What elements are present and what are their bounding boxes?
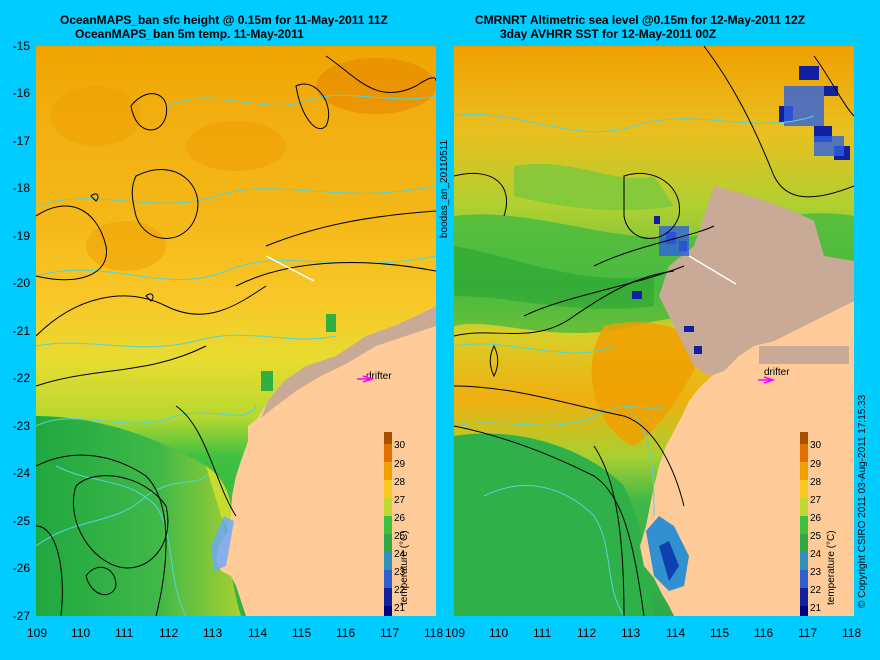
lon-tick-label: 113: [621, 626, 641, 640]
colorbar-label: 23: [394, 567, 406, 578]
run-id-label: boodas_an_20110511: [439, 139, 450, 238]
lon-tick-label: 110: [489, 626, 509, 640]
colorbar: [800, 432, 808, 616]
lon-tick-label: 112: [577, 626, 597, 640]
colorbar-label: 29: [810, 459, 822, 470]
lon-tick-label: 116: [754, 626, 774, 640]
lon-tick-label: 115: [292, 626, 312, 640]
lat-tick-label: -19: [12, 229, 30, 243]
colorbar-label: 22: [810, 585, 822, 596]
lon-tick-label: 113: [203, 626, 223, 640]
lon-tick-label: 111: [533, 626, 552, 640]
left-map-panel[interactable]: drifter: [36, 46, 436, 616]
colorbar-label: 21: [394, 603, 406, 614]
colorbar-title-right: temperature (°C): [826, 530, 837, 605]
height-contours: [36, 55, 436, 616]
lon-tick-label: 118: [424, 626, 444, 640]
cool-water-region: [454, 433, 654, 616]
lon-tick-label: 115: [710, 626, 730, 640]
lat-tick-label: -20: [12, 276, 30, 290]
right-title-line1: CMRNRT Altimetric sea level @0.15m for 1…: [475, 13, 806, 27]
glider-track: [265, 255, 315, 282]
left-title-line1: OceanMAPS_ban sfc height @ 0.15m for 11-…: [60, 13, 388, 27]
lon-tick-label: 117: [380, 626, 400, 640]
colorbar-label: 28: [810, 477, 822, 488]
colorbar-label: 26: [810, 513, 822, 524]
lat-tick-label: -17: [12, 134, 30, 148]
glider-track: [688, 255, 737, 285]
lon-tick-label: 112: [159, 626, 179, 640]
colorbar-label: 26: [394, 513, 406, 524]
lon-tick-label: 111: [115, 626, 134, 640]
lat-tick-label: -21: [12, 324, 30, 338]
drifter-marker: [357, 375, 375, 383]
cool-water-region: [36, 416, 241, 616]
lon-tick-label: 114: [666, 626, 686, 640]
colorbar-label: 27: [394, 495, 406, 506]
colorbar-label: 30: [394, 440, 406, 451]
isotherm-contours: [454, 113, 815, 616]
drifter-label: drifter: [366, 371, 392, 382]
colorbar-label: 25: [394, 531, 406, 542]
colorbar-label: 28: [394, 477, 406, 488]
colorbar-label: 29: [394, 459, 406, 470]
left-title-line2: OceanMAPS_ban 5m temp. 11-May-2011: [75, 27, 304, 41]
right-title-line2: 3day AVHRR SST for 12-May-2011 00Z: [500, 27, 717, 41]
lon-tick-label: 114: [248, 626, 268, 640]
lat-tick-label: -26: [12, 561, 30, 575]
colorbar-label: 24: [810, 549, 822, 560]
lat-tick-label: -27: [12, 609, 30, 623]
cloud-mask: [659, 186, 854, 376]
drifter-label: drifter: [764, 367, 790, 378]
australia-land: [216, 306, 436, 616]
lat-tick-label: -15: [12, 39, 30, 53]
colorbar-label: 21: [810, 603, 822, 614]
colorbar-label: 30: [810, 440, 822, 451]
lon-tick-label: 116: [336, 626, 356, 640]
isotherm-contours: [36, 94, 436, 616]
colorbar-label: 23: [810, 567, 822, 578]
colorbar-label: 24: [394, 549, 406, 560]
colorbar: [384, 432, 392, 616]
height-contours: [454, 46, 854, 616]
colorbar-label: 22: [394, 585, 406, 596]
lat-tick-label: -16: [12, 86, 30, 100]
lon-tick-label: 117: [798, 626, 818, 640]
lat-tick-label: -22: [12, 371, 30, 385]
lat-tick-label: -25: [12, 514, 30, 528]
lon-tick-label: 110: [71, 626, 91, 640]
drifter-marker: [758, 376, 776, 384]
colorbar-label: 27: [810, 495, 822, 506]
lon-tick-label: 118: [842, 626, 862, 640]
lon-tick-label: 109: [27, 626, 48, 640]
lat-tick-label: -23: [12, 419, 30, 433]
copyright-label: © Copyright CSIRO 2011 03-Aug-2011 17:15…: [857, 394, 868, 608]
lat-tick-label: -18: [12, 181, 30, 195]
lon-tick-label: 109: [445, 626, 466, 640]
right-map-panel[interactable]: drifter: [454, 46, 854, 616]
colorbar-label: 25: [810, 531, 822, 542]
lat-tick-label: -24: [12, 466, 30, 480]
coastal-cloud-strip: [261, 306, 436, 418]
